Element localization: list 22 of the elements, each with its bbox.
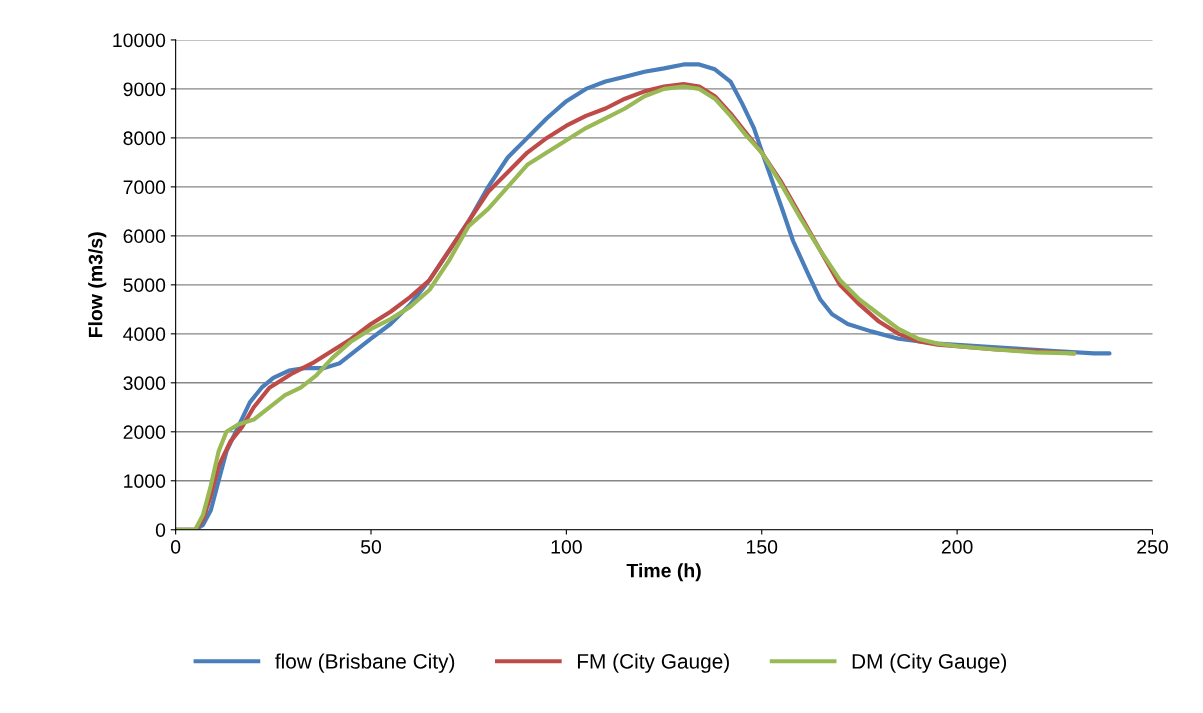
x-tick-label: 200: [941, 539, 973, 554]
y-tick-label: 1000: [124, 474, 166, 489]
x-tick-label: 0: [170, 539, 181, 554]
y-tick-label: 10000: [113, 33, 166, 48]
x-tick-label: 250: [1137, 539, 1168, 554]
legend-label: FM (City Gauge): [577, 653, 729, 673]
legend-label: flow (Brisbane City): [275, 653, 455, 673]
y-axis-title: Flow (m3/s): [88, 232, 107, 338]
y-tick-label: 7000: [123, 180, 166, 195]
x-tick-label: 150: [747, 539, 778, 554]
y-tick-label: 5000: [123, 278, 166, 293]
y-tick-label: 4000: [123, 327, 166, 342]
y-tick-label: 0: [155, 523, 166, 537]
legend-label: DM (City Gauge): [852, 653, 1007, 673]
y-tick-label: 9000: [123, 82, 166, 97]
y-tick-label: 2000: [123, 425, 166, 440]
x-tick-label: 100: [551, 539, 582, 554]
x-axis-title: Time (h): [626, 563, 701, 582]
y-tick-label: 6000: [123, 229, 166, 244]
x-tick-label: 50: [360, 539, 382, 554]
y-tick-label: 3000: [123, 376, 166, 391]
y-tick-label: 8000: [123, 131, 166, 146]
